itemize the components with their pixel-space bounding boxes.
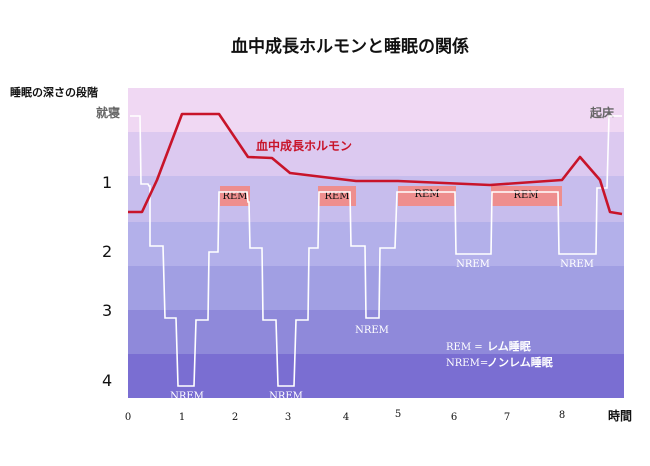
rem-block [318,186,356,206]
band-stage-2 [128,266,624,310]
rem-block [220,186,250,206]
nrem-label: NREM [170,391,204,402]
hour-label-0: 0 [125,412,131,423]
nrem-label: NREM [355,325,389,336]
hour-label-8: 8 [559,410,565,421]
band-light [128,132,624,176]
rem-blocks: REM REM REM REM [220,186,562,206]
legend: REM = レム睡眠 NREM= ノンレム睡眠 [446,339,553,369]
hour-label-5: 5 [395,409,401,420]
rem-block [398,186,456,206]
hour-label-1: 1 [179,412,185,423]
legend-rem-key: REM = [446,342,483,353]
nrem-label: NREM [560,259,594,270]
hypnogram-line [130,115,622,387]
legend-nrem-key: NREM= [446,358,488,369]
band-awake [128,88,624,132]
band-stage-4 [128,354,624,398]
hour-label-3: 3 [285,412,291,423]
band-stage-1b [128,222,624,266]
legend-rem-value: レム睡眠 [487,339,531,353]
hour-label-4: 4 [343,412,349,423]
sleep-depth-bands [128,88,624,398]
rem-label: REM [324,191,349,202]
legend-nrem-value: ノンレム睡眠 [487,355,553,369]
rem-label: REM [414,189,439,200]
hour-label-2: 2 [232,412,238,423]
hormone-label: 血中成長ホルモン [256,138,352,153]
rem-block [491,186,562,206]
stage-label-3: 3 [102,301,112,320]
x-axis: 0 1 2 3 4 5 6 7 8 [125,409,565,423]
hour-label-7: 7 [504,412,510,423]
hormone-curve [128,112,623,216]
wake-label: 起床 [589,105,615,120]
rem-label: REM [222,191,247,202]
y-axis-label: 睡眠の深さの段階 [10,85,98,99]
hour-label-6: 6 [451,412,457,423]
stage-label-2: 2 [102,242,112,261]
x-axis-label: 時間 [608,408,632,423]
stage-label-4: 4 [102,371,112,390]
stage-label-1: 1 [102,173,112,192]
page-title: 血中成長ホルモンと睡眠の関係 [231,36,469,57]
rem-label: REM [513,190,538,201]
nrem-label: NREM [456,259,490,270]
nrem-label: NREM [269,391,303,402]
sleep-onset-label: 就寝 [96,105,120,120]
